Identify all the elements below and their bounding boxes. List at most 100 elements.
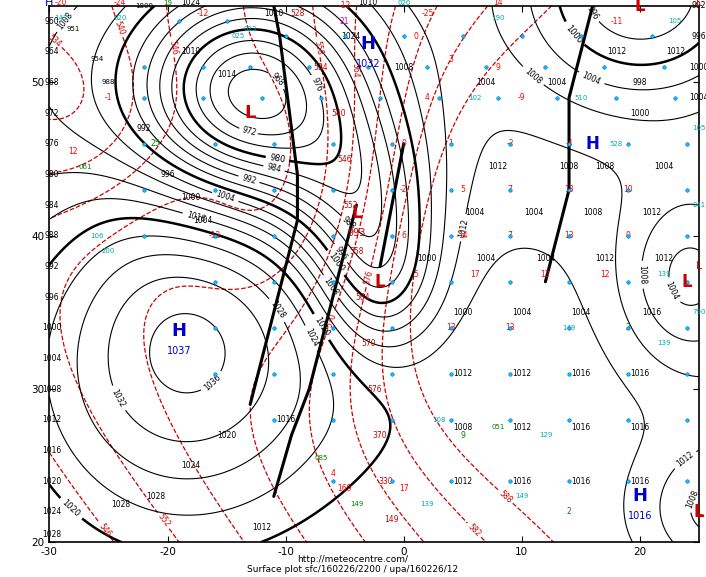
Text: 143: 143 — [54, 15, 68, 21]
Text: 790: 790 — [692, 309, 706, 316]
Text: 1008: 1008 — [637, 265, 647, 284]
Text: L: L — [696, 0, 702, 8]
Text: 1000: 1000 — [689, 62, 706, 72]
Text: 051: 051 — [491, 425, 505, 430]
Text: 7: 7 — [508, 185, 513, 194]
Text: 1012: 1012 — [457, 218, 469, 238]
Text: L: L — [635, 0, 645, 15]
Text: 1020: 1020 — [312, 316, 330, 338]
Text: 992: 992 — [692, 1, 706, 10]
Text: 1024: 1024 — [181, 0, 201, 7]
Text: 528: 528 — [290, 9, 304, 18]
Text: 1004: 1004 — [465, 208, 484, 218]
Text: -1: -1 — [104, 93, 112, 102]
Text: 108: 108 — [432, 417, 446, 423]
Text: 996: 996 — [585, 4, 600, 21]
Text: 972: 972 — [44, 108, 59, 118]
Text: -12: -12 — [209, 231, 221, 240]
Text: 1012: 1012 — [674, 449, 695, 469]
Text: 061: 061 — [78, 164, 92, 170]
Text: 2: 2 — [626, 323, 630, 332]
Text: 1024: 1024 — [341, 32, 360, 41]
Text: 1020: 1020 — [60, 499, 82, 519]
Text: 984: 984 — [266, 162, 282, 174]
Text: 540: 540 — [331, 108, 346, 118]
Text: 954: 954 — [90, 57, 103, 62]
Text: 9: 9 — [496, 62, 501, 72]
Text: H: H — [633, 488, 647, 505]
Text: 998: 998 — [633, 78, 647, 87]
Text: H: H — [172, 322, 187, 340]
Text: 570: 570 — [361, 339, 376, 347]
Text: 1016: 1016 — [642, 308, 662, 317]
Text: H: H — [361, 35, 376, 53]
Text: 12: 12 — [68, 147, 78, 156]
Text: L: L — [682, 273, 693, 291]
Text: 1000: 1000 — [453, 308, 472, 317]
Text: 1008: 1008 — [595, 162, 614, 171]
Text: L: L — [696, 507, 702, 517]
Text: 139: 139 — [657, 340, 670, 346]
Text: 7: 7 — [508, 231, 513, 240]
Text: 968: 968 — [44, 78, 59, 87]
Text: 1004: 1004 — [524, 208, 544, 218]
Text: 992: 992 — [241, 173, 257, 186]
Text: 149: 149 — [563, 325, 575, 331]
Text: 1012: 1012 — [489, 162, 508, 171]
Text: -25: -25 — [421, 9, 433, 18]
Text: 13: 13 — [564, 185, 574, 194]
Text: 1010: 1010 — [264, 9, 283, 18]
Text: 0: 0 — [626, 231, 630, 240]
Text: 1012: 1012 — [513, 423, 532, 432]
Text: 085: 085 — [314, 455, 328, 461]
Text: 1016: 1016 — [630, 423, 650, 432]
Text: 1012: 1012 — [642, 208, 662, 218]
Text: 1004: 1004 — [215, 190, 236, 204]
Text: 964: 964 — [44, 47, 59, 57]
Text: 169: 169 — [337, 484, 352, 493]
Text: 13: 13 — [541, 269, 550, 279]
Text: 1010: 1010 — [359, 0, 378, 7]
Text: 564: 564 — [350, 63, 359, 78]
Text: H: H — [45, 0, 54, 8]
Text: 105: 105 — [693, 125, 705, 132]
Text: 023: 023 — [244, 26, 257, 32]
Text: 1032: 1032 — [356, 59, 381, 69]
Text: 21: 21 — [340, 17, 349, 25]
Text: 1016: 1016 — [628, 511, 652, 521]
Text: http://meteocentre.com/: http://meteocentre.com/ — [297, 555, 409, 564]
Text: 1008: 1008 — [322, 276, 340, 297]
Text: 960: 960 — [44, 17, 59, 25]
Text: 996: 996 — [333, 245, 349, 262]
Text: 588: 588 — [497, 489, 514, 505]
Text: 14: 14 — [458, 231, 467, 240]
Text: 968: 968 — [269, 72, 286, 88]
Text: L: L — [351, 204, 361, 222]
Text: 13: 13 — [505, 323, 515, 332]
Text: 993: 993 — [347, 228, 366, 238]
Text: 25: 25 — [151, 139, 160, 148]
Text: 025: 025 — [232, 33, 245, 39]
Text: L: L — [693, 503, 705, 520]
Text: 149: 149 — [349, 501, 363, 507]
Text: 951: 951 — [66, 26, 80, 32]
Text: 1004: 1004 — [536, 254, 555, 263]
Text: 996: 996 — [44, 293, 59, 302]
Text: 1012: 1012 — [253, 523, 272, 531]
Text: 1037: 1037 — [167, 346, 191, 356]
Text: 1016: 1016 — [571, 369, 590, 379]
Text: 1020: 1020 — [217, 430, 237, 440]
Text: 2: 2 — [567, 507, 571, 516]
Text: 1016: 1016 — [571, 423, 590, 432]
Text: 1016: 1016 — [42, 446, 61, 455]
Text: 129: 129 — [539, 432, 552, 438]
Text: 1024: 1024 — [42, 507, 61, 516]
Text: 1032: 1032 — [109, 388, 126, 409]
Text: 105: 105 — [669, 18, 682, 24]
Text: 996: 996 — [160, 170, 175, 179]
Text: 9: 9 — [460, 430, 465, 440]
Text: 10: 10 — [623, 185, 633, 194]
Text: 1016: 1016 — [186, 210, 206, 224]
Text: 1008: 1008 — [42, 384, 61, 394]
Text: 1000: 1000 — [418, 254, 437, 263]
